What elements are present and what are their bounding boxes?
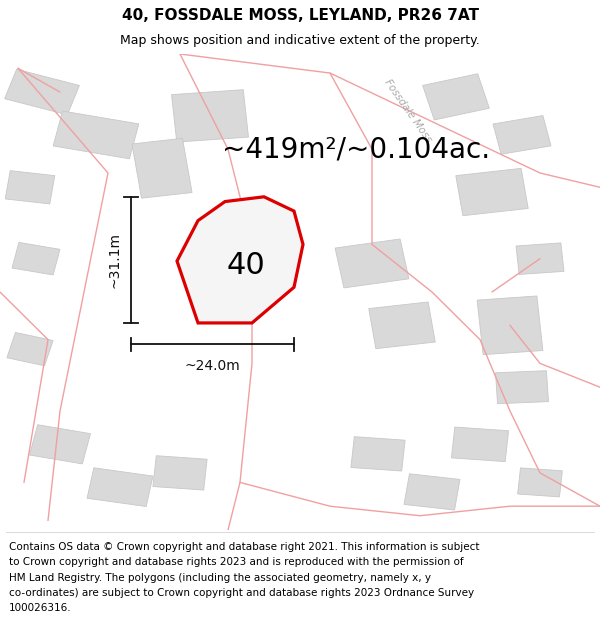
Text: 100026316.: 100026316. (9, 603, 71, 613)
Bar (456, 168, 528, 216)
Bar (422, 74, 490, 120)
Text: Contains OS data © Crown copyright and database right 2021. This information is : Contains OS data © Crown copyright and d… (9, 542, 479, 552)
Text: ~24.0m: ~24.0m (185, 359, 240, 372)
Bar (493, 116, 551, 154)
Bar (404, 474, 460, 510)
Bar (53, 111, 139, 159)
Bar (451, 427, 509, 462)
Bar (7, 332, 53, 366)
Bar (172, 89, 248, 142)
Bar (5, 69, 79, 115)
Bar (153, 456, 207, 490)
Text: Map shows position and indicative extent of the property.: Map shows position and indicative extent… (120, 34, 480, 47)
Polygon shape (177, 197, 303, 323)
Bar (518, 468, 562, 497)
Bar (12, 242, 60, 275)
Text: HM Land Registry. The polygons (including the associated geometry, namely x, y: HM Land Registry. The polygons (includin… (9, 572, 431, 582)
Bar (351, 437, 405, 471)
Bar (335, 239, 409, 288)
Text: ~419m²/~0.104ac.: ~419m²/~0.104ac. (222, 135, 490, 163)
Bar (496, 371, 548, 404)
Bar (29, 425, 91, 464)
Bar (198, 231, 258, 287)
Bar (132, 138, 192, 198)
Text: Fossdale Moss: Fossdale Moss (382, 78, 434, 144)
Text: 40: 40 (227, 251, 265, 281)
Bar (369, 302, 435, 349)
Text: 40, FOSSDALE MOSS, LEYLAND, PR26 7AT: 40, FOSSDALE MOSS, LEYLAND, PR26 7AT (121, 8, 479, 22)
Bar (87, 468, 153, 506)
Bar (477, 296, 543, 354)
Text: co-ordinates) are subject to Crown copyright and database rights 2023 Ordnance S: co-ordinates) are subject to Crown copyr… (9, 588, 474, 598)
Bar (516, 243, 564, 274)
Text: to Crown copyright and database rights 2023 and is reproduced with the permissio: to Crown copyright and database rights 2… (9, 558, 464, 568)
Text: ~31.1m: ~31.1m (107, 232, 121, 288)
Bar (5, 171, 55, 204)
